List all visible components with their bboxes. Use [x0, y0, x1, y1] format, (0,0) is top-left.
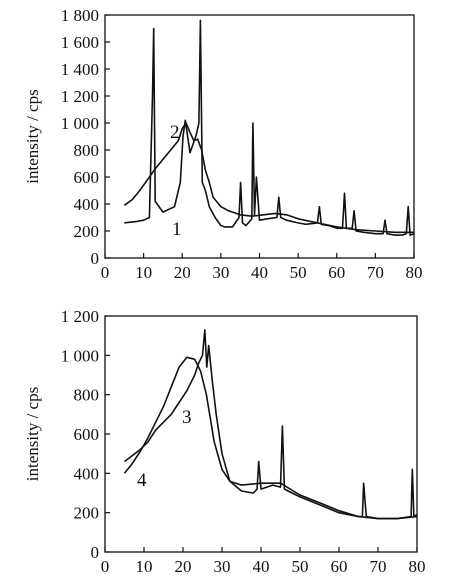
top-y-tick-label: 1 400 — [61, 60, 99, 79]
bottom-y-tick-label: 1 200 — [61, 307, 99, 326]
bottom-x-tick-label: 30 — [214, 557, 231, 576]
bottom-y-tick-label: 0 — [91, 543, 100, 562]
bottom-x-tick-label: 50 — [292, 557, 309, 576]
top-x-tick-label: 20 — [174, 263, 191, 282]
top-y-tick-label: 1 800 — [61, 6, 99, 25]
bottom-annotation-4: 4 — [137, 470, 147, 491]
top-x-tick-label: 10 — [135, 263, 152, 282]
top-annotation-1: 1 — [172, 219, 182, 240]
bottom-x-tick-label: 40 — [253, 557, 270, 576]
top-y-tick-label: 600 — [74, 168, 100, 187]
top-x-tick-label: 0 — [101, 263, 110, 282]
top-y-tick-label: 800 — [74, 141, 100, 160]
bottom-y-axis: 0 200 400 600 800 1 000 1 200 — [61, 307, 110, 562]
top-x-tick-label: 80 — [406, 263, 423, 282]
top-series-group — [123, 19, 415, 236]
bottom-x-tick-label: 60 — [331, 557, 348, 576]
bottom-x-axis: 0 10 20 30 40 50 60 70 80 — [101, 547, 426, 576]
top-x-tick-label: 30 — [212, 263, 229, 282]
top-x-axis: 0 10 20 30 40 50 60 70 80 — [101, 253, 423, 282]
top-y-tick-label: 200 — [74, 222, 100, 241]
bottom-y-tick-label: 1 000 — [61, 346, 99, 365]
top-y-tick-label: 0 — [91, 249, 100, 268]
bottom-series-4 — [123, 356, 418, 520]
bottom-series-group — [123, 328, 418, 520]
top-x-tick-label: 50 — [290, 263, 307, 282]
top-y-tick-label: 1 200 — [61, 87, 99, 106]
top-series-2 — [123, 122, 414, 234]
bottom-series-3 — [124, 328, 418, 520]
bottom-x-tick-label: 80 — [409, 557, 426, 576]
bottom-x-tick-label: 0 — [101, 557, 110, 576]
bottom-x-tick-label: 70 — [370, 557, 387, 576]
bottom-y-tick-label: 600 — [74, 425, 100, 444]
bottom-y-axis-label: intensity / cps — [23, 387, 42, 481]
bottom-x-tick-label: 10 — [136, 557, 153, 576]
bottom-y-tick-label: 800 — [74, 386, 100, 405]
top-x-tick-label: 70 — [367, 263, 384, 282]
top-x-tick-label: 40 — [251, 263, 268, 282]
top-y-tick-label: 1 600 — [61, 33, 99, 52]
bottom-y-tick-label: 400 — [74, 464, 100, 483]
bottom-y-tick-label: 200 — [74, 504, 100, 523]
bottom-chart-panel: 0 200 400 600 800 1 000 1 200 0 10 20 30 40 50 60 70 8… — [23, 307, 426, 576]
top-y-tick-label: 1 000 — [61, 114, 99, 133]
top-annotation-2: 2 — [170, 122, 180, 143]
top-y-axis-label: intensity / cps — [23, 89, 42, 183]
bottom-annotation-3: 3 — [182, 407, 192, 428]
top-y-axis: 0 200 400 600 800 1 000 1 200 1 400 1 600 1 800 — [61, 6, 110, 268]
top-x-tick-label: 60 — [328, 263, 345, 282]
bottom-x-tick-label: 20 — [175, 557, 192, 576]
top-series-1 — [124, 19, 415, 236]
top-y-tick-label: 400 — [74, 195, 100, 214]
